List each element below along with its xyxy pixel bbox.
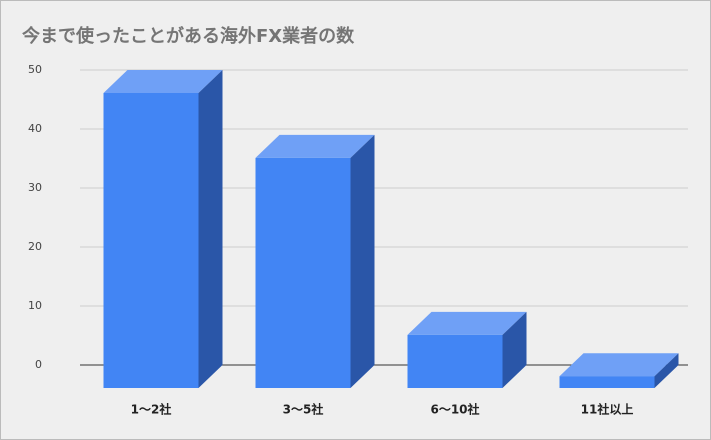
y-tick-label: 50: [28, 63, 42, 76]
x-tick-label: 3〜5社: [283, 402, 324, 417]
bar-side: [654, 353, 679, 388]
y-tick-label: 0: [35, 358, 42, 371]
bar-top: [255, 134, 375, 158]
bar-side: [502, 311, 527, 388]
bar-side: [198, 70, 223, 388]
y-tick-label: 30: [28, 181, 42, 194]
bar-top: [407, 311, 527, 335]
chart-title: 今まで使ったことがある海外FX業者の数: [22, 25, 355, 47]
y-tick-label: 40: [28, 122, 42, 135]
bar: [407, 334, 503, 388]
bar-top: [559, 353, 679, 377]
y-tick-label: 20: [28, 240, 42, 253]
bar-top: [103, 70, 223, 93]
bar: [559, 376, 655, 388]
x-tick-label: 1〜2社: [131, 402, 172, 417]
bar: [103, 93, 199, 388]
bar: [255, 157, 351, 388]
bar-side: [350, 134, 375, 388]
x-tick-label: 6〜10社: [430, 402, 479, 417]
y-tick-label: 10: [28, 299, 42, 312]
x-tick-label: 11社以上: [581, 402, 634, 417]
